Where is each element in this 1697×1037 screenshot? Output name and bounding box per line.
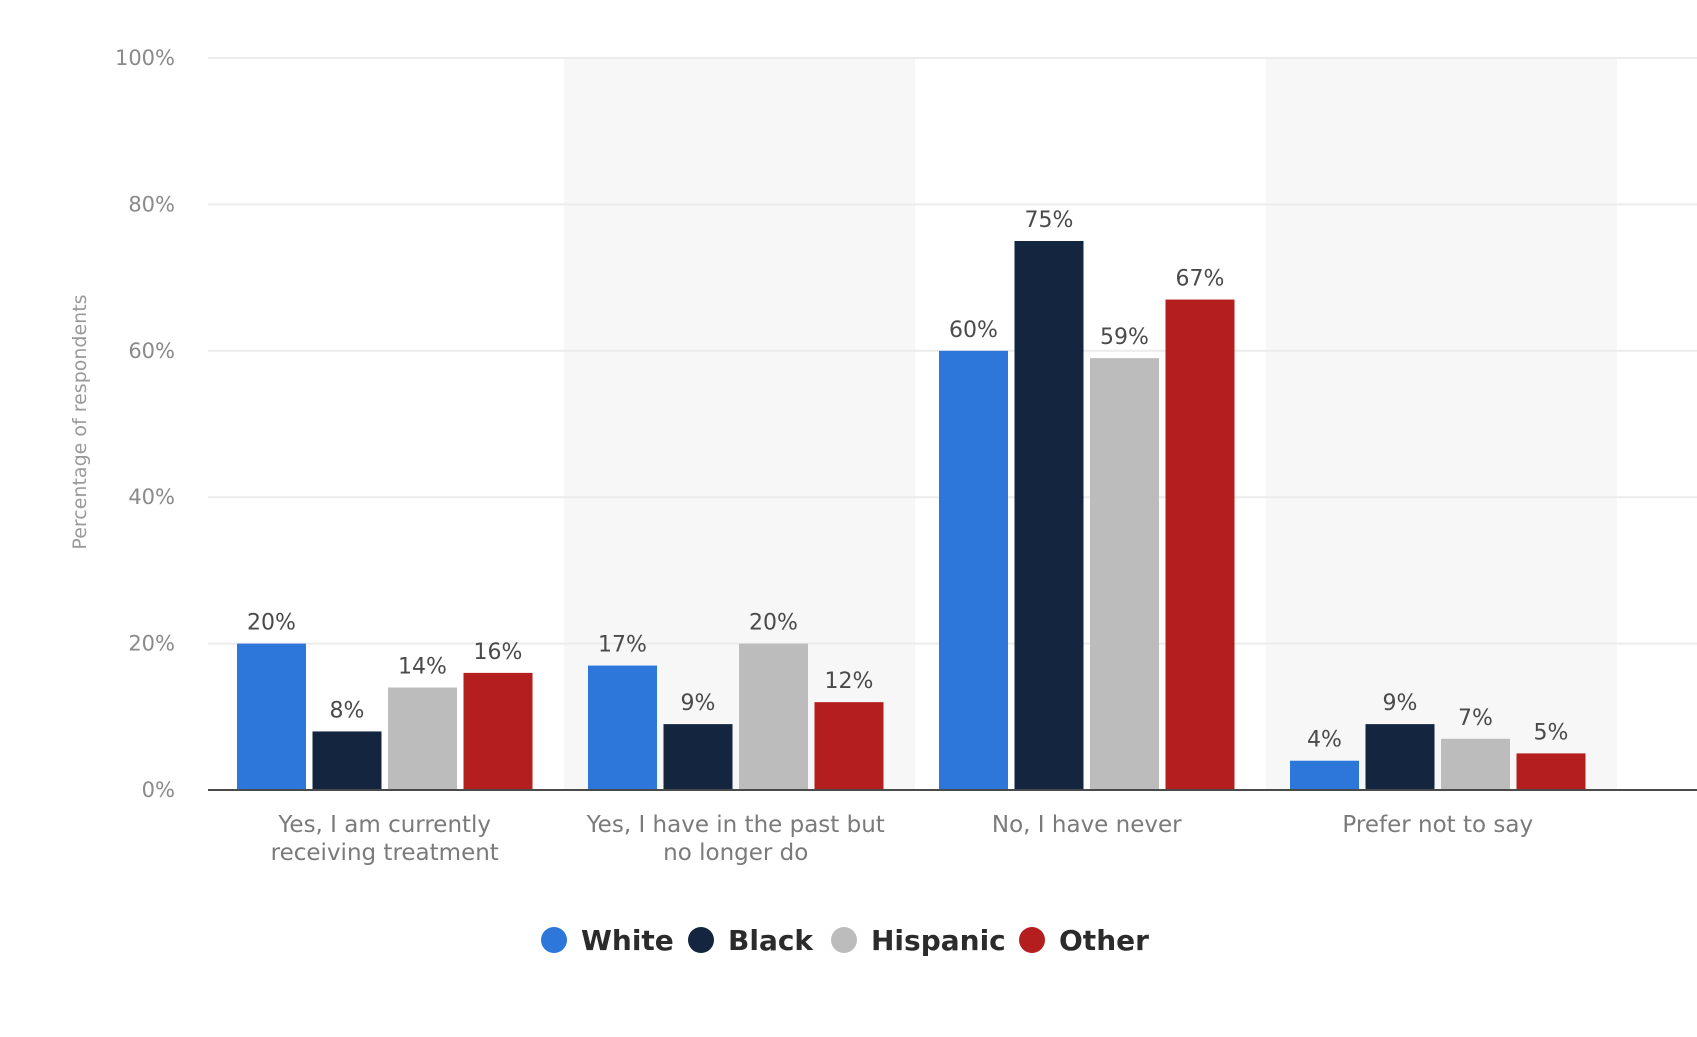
y-tick-label: 60%: [128, 339, 175, 363]
bar[interactable]: [312, 731, 382, 790]
bar[interactable]: [463, 672, 533, 790]
legend-label[interactable]: Hispanic: [871, 924, 1006, 957]
bar[interactable]: [1090, 358, 1159, 790]
category-label: Yes, I am currently receiving treatment: [271, 812, 499, 866]
y-axis-ticks: 0% 20% 40% 60% 80% 100%: [115, 46, 175, 802]
y-tick-label: 40%: [128, 485, 175, 509]
bar[interactable]: [1290, 760, 1359, 790]
data-label: 17%: [598, 633, 647, 658]
bar[interactable]: [1014, 241, 1084, 790]
category-band: [1266, 58, 1617, 790]
category-label: No, I have never: [992, 812, 1182, 838]
data-label: 67%: [1176, 267, 1225, 292]
bar[interactable]: [739, 643, 808, 790]
bar[interactable]: [1516, 753, 1586, 790]
data-label: 9%: [681, 691, 716, 716]
data-label: 9%: [1383, 691, 1418, 716]
bar[interactable]: [814, 702, 884, 790]
data-label: 12%: [825, 669, 874, 694]
bar[interactable]: [1441, 738, 1510, 790]
legend: White Black Hispanic Other: [541, 924, 1149, 957]
category-label: Prefer not to say: [1342, 812, 1533, 838]
data-label: 7%: [1458, 706, 1493, 731]
data-label: 16%: [474, 640, 523, 665]
bar[interactable]: [663, 724, 733, 790]
legend-swatch: [831, 927, 857, 953]
bar[interactable]: [1165, 299, 1235, 790]
category-label: Yes, I have in the past but no longer do: [586, 812, 885, 866]
data-label: 75%: [1025, 208, 1074, 233]
legend-label[interactable]: Other: [1059, 924, 1149, 957]
bar[interactable]: [1365, 724, 1435, 790]
data-label: 60%: [949, 318, 998, 343]
data-label: 20%: [749, 611, 798, 636]
y-tick-label: 80%: [128, 192, 175, 216]
y-axis-title: Percentage of respondents: [69, 294, 91, 549]
legend-label[interactable]: Black: [728, 924, 814, 957]
bar[interactable]: [588, 665, 657, 790]
legend-swatch: [1019, 927, 1045, 953]
y-tick-label: 0%: [142, 778, 175, 802]
y-tick-label: 20%: [128, 632, 175, 656]
y-tick-label: 100%: [115, 46, 175, 70]
data-label: 20%: [247, 611, 296, 636]
data-labels: 20% 8% 14% 16% 17% 9% 20% 12% 60% 75% 59% 67% 4% 9% 7%…: [247, 208, 1568, 753]
bar[interactable]: [388, 687, 457, 790]
bars: [237, 241, 1586, 790]
legend-label[interactable]: White: [581, 924, 674, 957]
data-label: 8%: [330, 698, 365, 723]
legend-swatch: [541, 927, 567, 953]
legend-swatch: [688, 927, 714, 953]
data-label: 5%: [1534, 720, 1569, 745]
data-label: 59%: [1100, 325, 1149, 350]
bar[interactable]: [939, 350, 1008, 790]
bar[interactable]: [237, 643, 306, 790]
data-label: 4%: [1307, 728, 1342, 753]
category-labels: Yes, I am currently receiving treatment Ye…: [271, 812, 1533, 866]
data-label: 14%: [398, 655, 447, 680]
